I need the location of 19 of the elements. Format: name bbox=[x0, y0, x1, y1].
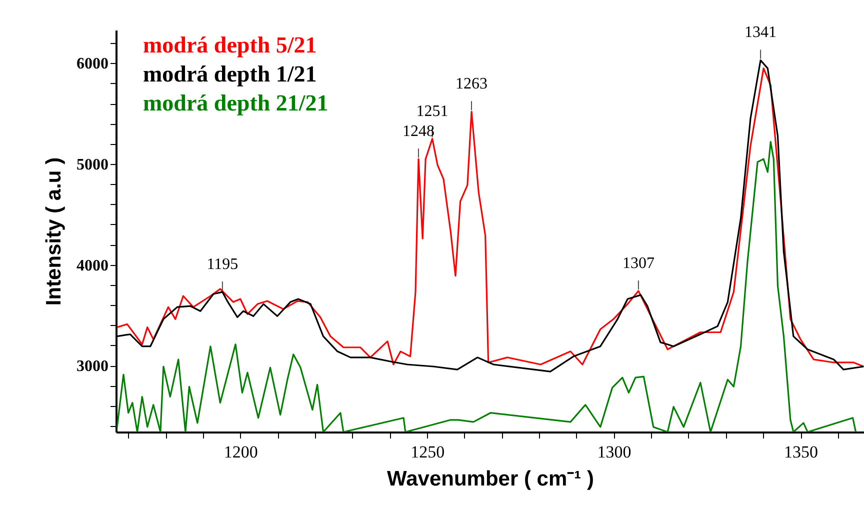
y-axis-title: Intensity ( a.u ) bbox=[42, 157, 66, 306]
y-tick-label: 5000 bbox=[76, 156, 108, 174]
x-tick-label: 1300 bbox=[597, 442, 632, 462]
text: modrá depth 1/21 bbox=[143, 62, 317, 86]
annotation: 1341 bbox=[744, 24, 777, 42]
x-tick-label: 1350 bbox=[784, 442, 818, 462]
y-tick-label: 4000 bbox=[76, 257, 108, 274]
text: modrá depth 21/21 bbox=[143, 90, 328, 116]
annotation: 1195 bbox=[206, 256, 238, 273]
x-axis-title: Wavenumber ( cm⁻¹ ) bbox=[387, 468, 594, 490]
text: modrá depth 5/21 bbox=[143, 32, 317, 58]
y-tick-label: 3000 bbox=[76, 358, 108, 376]
x-tick-label: 1200 bbox=[224, 442, 258, 462]
annotation: 1263 bbox=[456, 76, 488, 93]
y-tick-label: 6000 bbox=[76, 56, 108, 73]
x-tick-label: 1250 bbox=[410, 442, 445, 462]
annotation: 1251 bbox=[416, 102, 448, 120]
line-series bbox=[116, 141, 857, 432]
annotation: 1307 bbox=[622, 254, 654, 272]
